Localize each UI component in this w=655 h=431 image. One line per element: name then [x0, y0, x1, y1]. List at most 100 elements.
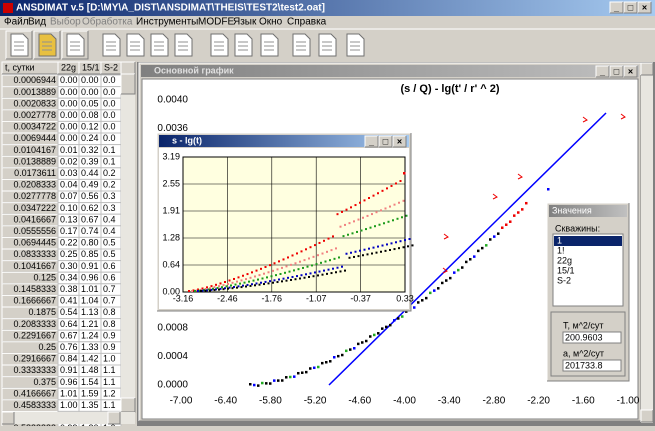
series-point	[389, 205, 391, 208]
cell: 0.91	[60, 365, 78, 375]
cell: 0.04	[60, 180, 78, 190]
cell: 1.48	[81, 365, 99, 375]
series-point	[398, 201, 400, 204]
series-point	[198, 289, 201, 292]
list-item[interactable]: S-2	[557, 275, 571, 285]
toolbar-icon[interactable]	[38, 33, 57, 57]
cell: 0.76	[60, 342, 78, 352]
menu-item[interactable]: MODFE	[198, 17, 234, 28]
menu-item[interactable]: Инструменты	[136, 17, 198, 28]
panel	[2, 260, 58, 273]
row-header-cell: 0.25	[38, 342, 56, 352]
cell: 1.2	[103, 388, 116, 398]
panel	[2, 214, 58, 226]
toolbar-icon[interactable]	[210, 33, 229, 57]
series-point	[384, 249, 387, 252]
point	[547, 188, 550, 191]
toolbar-icon[interactable]	[66, 33, 85, 57]
menu-item[interactable]: Файл	[4, 17, 29, 28]
toolbar-icon[interactable]	[10, 33, 29, 57]
panel	[2, 75, 58, 87]
panel	[2, 225, 58, 238]
series-point	[233, 285, 235, 288]
series-point	[327, 268, 330, 271]
row-header-cell: 0.0027778	[13, 110, 56, 120]
menu-item[interactable]: Справка	[287, 17, 327, 28]
list-item[interactable]: 22g	[557, 255, 572, 265]
panel	[610, 2, 623, 13]
toolbar-icon[interactable]	[346, 33, 365, 57]
bevel	[623, 65, 637, 77]
input-value[interactable]: 201733.8	[565, 360, 603, 370]
cell: 0.07	[60, 191, 78, 201]
series-point	[327, 237, 330, 240]
series-point	[365, 228, 367, 231]
menu-item[interactable]: Выбор	[50, 16, 81, 28]
series-point	[392, 219, 394, 222]
list-item[interactable]: 1!	[557, 245, 565, 255]
series-point	[282, 277, 285, 280]
series-point	[228, 286, 231, 289]
series-point	[342, 235, 345, 238]
list-item[interactable]: 15/1	[557, 265, 575, 275]
panel	[2, 237, 58, 249]
toolbar-icon[interactable]	[292, 33, 311, 57]
x-tick-label: -3.16	[173, 293, 194, 303]
series-point	[348, 222, 351, 225]
series-point	[384, 207, 387, 210]
series-point	[411, 244, 414, 247]
row-header-cell: 0.0833333	[13, 249, 56, 259]
series-point	[291, 275, 294, 278]
panel	[2, 295, 58, 307]
bevel	[6, 31, 33, 60]
menu-item[interactable]: Окно	[259, 17, 283, 28]
series-point	[249, 284, 252, 287]
toolbar-icon[interactable]	[102, 33, 121, 57]
cell: 0.32	[81, 145, 99, 155]
cell: 0.44	[81, 168, 99, 178]
series-point	[234, 283, 237, 286]
series-point	[284, 271, 286, 274]
toolbar-icon[interactable]	[126, 33, 145, 57]
panel	[624, 66, 637, 77]
toolbar-icon[interactable]	[318, 33, 337, 57]
row-header-cell: 0.0416667	[13, 214, 56, 224]
series-point	[350, 206, 352, 209]
toolbar-icon[interactable]	[150, 33, 169, 57]
input-value[interactable]: 200.9603	[565, 332, 603, 342]
cell: 0.30	[60, 261, 78, 271]
series-point	[354, 204, 357, 207]
curve-point	[341, 353, 344, 357]
series-point	[273, 279, 276, 282]
menu-item[interactable]: Обработка	[82, 16, 133, 28]
window-button-glyph: _	[368, 136, 375, 146]
menu-item[interactable]: Язык	[233, 17, 257, 28]
series-point	[321, 252, 324, 255]
toolbar-icon[interactable]	[234, 33, 253, 57]
bevel	[1, 318, 58, 331]
toolbar-icon[interactable]	[174, 33, 193, 57]
panel	[2, 167, 58, 180]
curve-point	[509, 220, 512, 223]
cell: 1.24	[81, 330, 99, 340]
window-button-glyph: ×	[628, 66, 633, 76]
list-item[interactable]: 1	[557, 235, 562, 245]
cell: 0.64	[60, 319, 78, 329]
cell: 0.49	[81, 180, 99, 190]
toolbar-icon[interactable]	[260, 33, 279, 57]
cell: 0.9	[103, 330, 116, 340]
curve-point	[249, 383, 252, 386]
series-point	[390, 184, 393, 187]
bevel	[638, 2, 652, 14]
cell: 0.0	[103, 87, 116, 97]
cell: 1.01	[60, 388, 78, 398]
series-point	[269, 280, 271, 283]
row-header-cell: 0.0069444	[13, 133, 56, 143]
menu-item[interactable]: Вид	[28, 17, 46, 28]
cell: 0.02	[60, 156, 78, 166]
series-point	[264, 280, 267, 283]
row-header-cell: 0.0034722	[13, 122, 56, 132]
bevel	[57, 61, 79, 74]
bevel	[1, 364, 58, 377]
x-tick-label: -0.37	[350, 293, 371, 303]
